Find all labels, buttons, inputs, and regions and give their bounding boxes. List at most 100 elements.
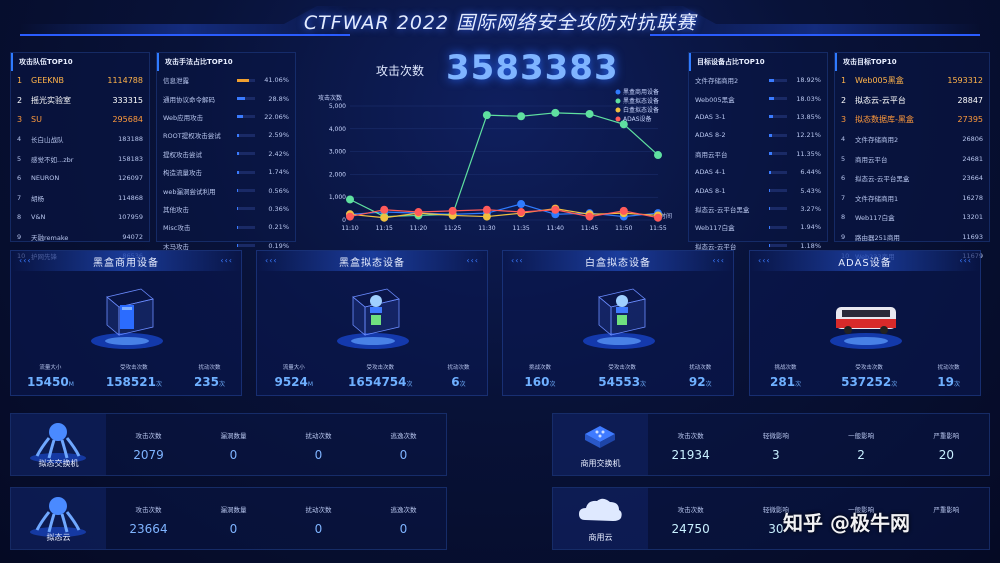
stat-label: 攻击次数 [135, 432, 162, 440]
rank-row[interactable]: 4 长白山战队 183188 [11, 130, 149, 150]
rank-row[interactable]: 1 Web005黑盒 1593312 [835, 71, 989, 91]
bar-row[interactable]: 木马攻击 0.19% [157, 237, 295, 255]
rank-number: 7 [841, 193, 846, 202]
bar-row[interactable]: Web117白盒 1.94% [689, 218, 827, 236]
bottom-row-mimic-switch[interactable]: 拟态交换机 攻击次数 2079 漏洞数量 0 扰动次数 0 逃逸次数 0 [10, 413, 447, 476]
bar-track [237, 115, 255, 119]
y-tick-label: 5,000 [329, 103, 346, 110]
rank-row[interactable]: 6 NEURON 126097 [11, 169, 149, 189]
bottom-row-mimic-cloud[interactable]: 拟态云 攻击次数 23664 漏洞数量 0 扰动次数 0 逃逸次数 0 [10, 487, 447, 550]
stat-value: 3 [772, 448, 780, 462]
header-decoration-left [20, 6, 350, 36]
stat-label: 严重影响 [933, 432, 960, 440]
rank-value: 1114788 [107, 76, 143, 86]
bar-row[interactable]: 拟态云-云平台 1.18% [689, 237, 827, 255]
stat-value: 158521 [105, 375, 156, 389]
y-tick-label: 4,000 [329, 126, 346, 133]
rank-row[interactable]: 9 路由器251商用 11693 [835, 227, 989, 247]
rank-row[interactable]: 2 摇光实验室 333315 [11, 91, 149, 111]
bar-row[interactable]: web漏洞尝试利用 0.56% [157, 181, 295, 199]
bar-row[interactable]: 通用协议命令解码 28.8% [157, 89, 295, 107]
bottom-row-commercial-cloud[interactable]: 商用云 攻击次数 24750 轻微影响 30 一般影响 严重影响 [552, 487, 990, 550]
stat-columns: 攻击次数 24750 轻微影响 30 一般影响 严重影响 [648, 488, 989, 549]
data-point [517, 200, 526, 209]
device-card[interactable]: ‹‹‹ 黑盒商用设备 ‹‹‹ 流量大小 15450M 受攻击次数 158521次 扰动次数 23… [10, 250, 242, 396]
card-title: 黑盒拟态设备 [339, 257, 405, 269]
bar-percent: 28.8% [268, 94, 289, 103]
header-decoration-right [650, 6, 980, 36]
rank-row[interactable]: 1 GEEKNB 1114788 [11, 71, 149, 91]
rank-name: 文件存储商用1 [855, 194, 899, 203]
rank-row[interactable]: 8 Web117白盒 13201 [835, 208, 989, 228]
rank-row[interactable]: 5 商用云平台 24681 [835, 149, 989, 169]
rank-number: 3 [17, 115, 23, 125]
bar-name: 提权攻击尝试 [163, 150, 202, 159]
rank-row[interactable]: 7 文件存储商用1 16278 [835, 188, 989, 208]
rank-row[interactable]: 9 天融remake 94072 [11, 227, 149, 247]
bar-row[interactable]: 信息泄露 41.06% [157, 71, 295, 89]
bar-row[interactable]: 提权攻击尝试 2.42% [157, 145, 295, 163]
bar-row[interactable]: Web应用攻击 22.06% [157, 108, 295, 126]
center-total-number: 3583383 [446, 48, 619, 88]
stat-value-wrap: 54553次 [598, 371, 646, 390]
stat-value: 0 [399, 448, 408, 462]
rank-value: 24681 [962, 154, 983, 163]
rank-row[interactable]: 6 拟态云-云平台黑盒 23664 [835, 169, 989, 189]
rank-row[interactable]: 3 拟态数据库-黑盒 27395 [835, 110, 989, 130]
stat-value-wrap: 158521次 [106, 371, 162, 390]
rank-value: 28847 [957, 95, 983, 105]
arrows-right-icon: ‹‹‹ [220, 256, 233, 265]
device-card[interactable]: ‹‹‹ 黑盒拟态设备 ‹‹‹ 流量大小 9524M 受攻击次数 1654754次 扰动次数 6次 [256, 250, 488, 396]
bar-row[interactable]: ADAS 8-2 12.21% [689, 126, 827, 144]
bar-row[interactable]: Web005黑盒 18.03% [689, 89, 827, 107]
bar-row[interactable]: 文件存储商用2 18.92% [689, 71, 827, 89]
rank-name: SU [31, 115, 42, 125]
bar-row[interactable]: ADAS 8-1 5.43% [689, 181, 827, 199]
stat-value: 160 [524, 375, 550, 389]
bar-name: 信息泄露 [163, 77, 189, 86]
bottom-row-commercial-switch[interactable]: 商用交换机 攻击次数 21934 轻微影响 3 一般影响 2 严重影响 20 [552, 413, 990, 476]
device-card[interactable]: ‹‹‹ 白盒拟态设备 ‹‹‹ 挑战次数 160次 受攻击次数 54553次 扰动次数 92次 [502, 250, 734, 396]
rank-number: 1 [17, 76, 23, 86]
stat-value: 21934 [671, 448, 710, 462]
bar-fill [237, 78, 249, 82]
data-point [448, 206, 457, 215]
stat-attack: 攻击次数 2079 [109, 414, 189, 475]
rank-row[interactable]: 3 SU 295684 [11, 110, 149, 130]
bar-fill [769, 170, 771, 174]
stat-value: 0 [314, 448, 323, 462]
bar-row[interactable]: 商用云平台 11.35% [689, 145, 827, 163]
bar-row[interactable]: ADAS 3-1 13.85% [689, 108, 827, 126]
bar-row[interactable]: ROOT提权攻击尝试 2.59% [157, 126, 295, 144]
rank-row[interactable]: 2 拟态云-云平台 28847 [835, 91, 989, 111]
card-header: ‹‹‹ 白盒拟态设备 ‹‹‹ [503, 251, 733, 271]
bar-row[interactable]: 构造流量攻击 1.74% [157, 163, 295, 181]
bar-row[interactable]: Misc攻击 0.21% [157, 218, 295, 236]
device-card[interactable]: ‹‹‹ ADAS设备 ‹‹‹ 挑战次数 281次 受攻击次数 537252次 扰动次数 19次 [749, 250, 981, 396]
stat-value: 235 [193, 375, 219, 389]
x-tick-label: 11:50 [615, 225, 632, 232]
bar-row[interactable]: 拟态云-云平台黑盒 3.27% [689, 200, 827, 218]
device-cube-icon [337, 288, 409, 349]
stat-value: 6 [451, 375, 460, 389]
rank-name: 长白山战队 [31, 136, 64, 145]
bar-fill [769, 152, 773, 156]
stat-escape: 逃逸次数 0 [364, 414, 444, 475]
stat-label: 轻微影响 [762, 432, 789, 440]
rank-row[interactable]: 7 胡杨 114868 [11, 188, 149, 208]
bar-row[interactable]: 其他攻击 0.36% [157, 200, 295, 218]
rank-row[interactable]: 4 文件存储商用2 26806 [835, 130, 989, 150]
bar-row[interactable]: ADAS 4-1 6.44% [689, 163, 827, 181]
stat-unit: 次 [640, 381, 647, 388]
stat-label: 一般影响 [848, 432, 875, 440]
rank-row[interactable]: 8 V&N 107959 [11, 208, 149, 228]
rank-row[interactable]: 5 感觉不如...zbr 158183 [11, 149, 149, 169]
stat-label: 扰动次数 [198, 365, 221, 371]
stat-value-wrap: 235次 [194, 371, 225, 390]
device-name: 商用云 [588, 533, 613, 542]
bar-name: 其他攻击 [163, 205, 189, 214]
x-axis-label: 时间 [660, 212, 672, 220]
bar-name: Web005黑盒 [695, 95, 735, 104]
rank-name: 摇光实验室 [31, 95, 71, 105]
bar-name: Misc攻击 [163, 224, 191, 233]
